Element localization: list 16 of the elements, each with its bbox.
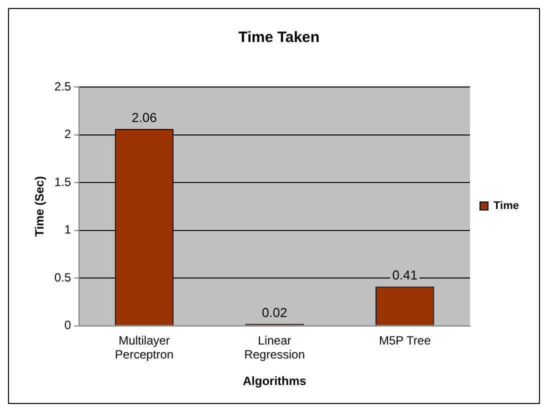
data-label: 0.02: [262, 304, 288, 320]
x-tick-label: Multilayer Perceptron: [114, 333, 174, 362]
y-tick-label: 0.5: [54, 270, 72, 284]
y-axis-title: Time (Sec): [32, 176, 47, 237]
legend-label: Time: [494, 200, 520, 212]
y-tick-label: 0: [64, 318, 72, 332]
chart-title: Time Taken: [238, 29, 320, 46]
y-tick-label: 2: [64, 127, 72, 142]
x-axis-title: Algorithms: [242, 374, 307, 388]
x-tick-label: M5P Tree: [378, 333, 432, 348]
data-label: 2.06: [132, 110, 157, 126]
y-tick-label: 1: [64, 222, 72, 237]
data-label: 0.41: [392, 268, 418, 283]
x-tick-label: Linear Regression: [244, 333, 305, 362]
y-tick-label: 2.5: [54, 79, 72, 94]
y-tick-label: 1.5: [54, 174, 72, 189]
